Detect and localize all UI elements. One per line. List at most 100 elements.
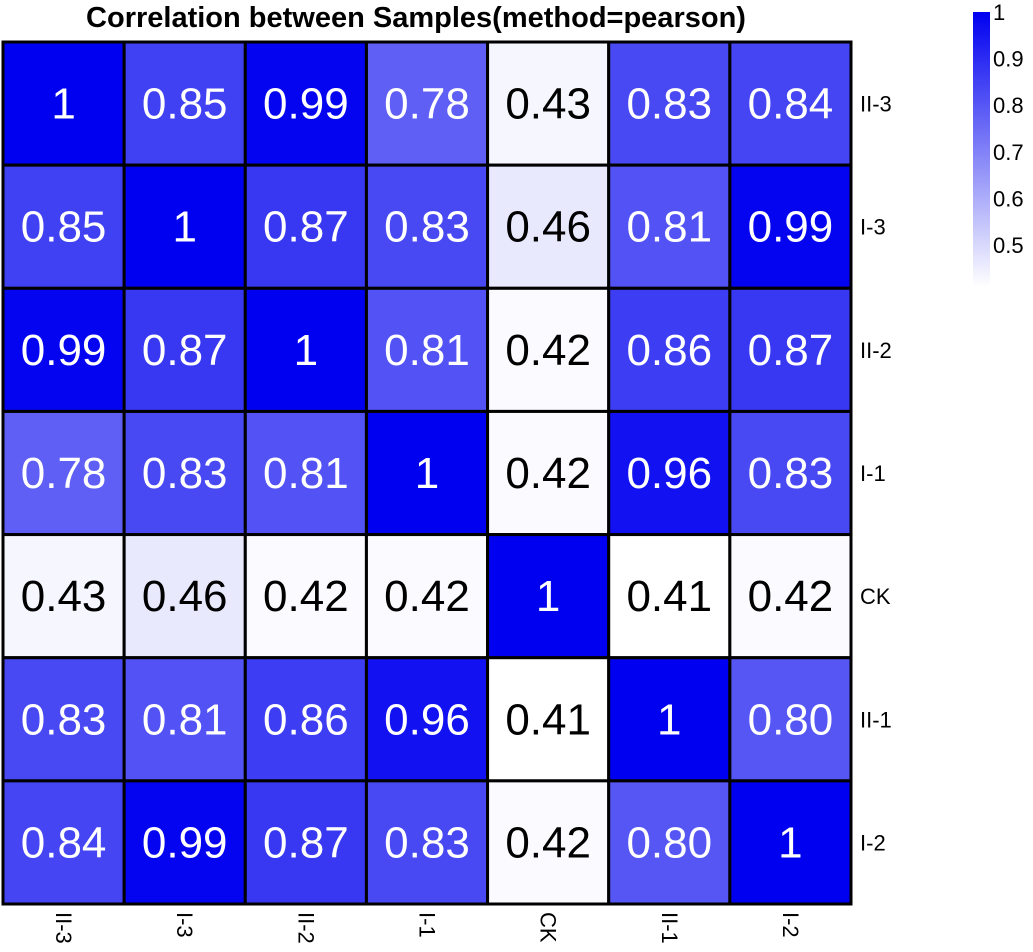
- heatmap-cell: [607, 40, 732, 167]
- colorbar-tick-label: 0.7: [993, 140, 1024, 165]
- heatmap-cell: [122, 40, 247, 167]
- colorbar-tick-label: 1: [993, 0, 1005, 25]
- cell-value-label: 0.80: [748, 695, 834, 744]
- heatmap-cell: [486, 286, 611, 413]
- column-label: I-2: [778, 912, 803, 938]
- colorbar-legend: 1 0.9 0.8 0.7 0.6 0.5: [973, 0, 1024, 287]
- cell-value-label: 0.46: [505, 203, 591, 252]
- colorbar-tick-label: 0.9: [993, 47, 1024, 72]
- cell-value-label: 0.84: [21, 818, 107, 867]
- heatmap-cell: [243, 533, 368, 660]
- column-label: I-1: [415, 912, 440, 938]
- cell-value-label: 1: [657, 695, 681, 744]
- cell-value-label: 0.41: [626, 572, 712, 621]
- column-label: II-2: [293, 912, 318, 944]
- cell-value-label: 1: [778, 818, 802, 867]
- cell-value-label: 0.42: [505, 818, 591, 867]
- cell-value-label: 1: [415, 449, 439, 498]
- cell-value-label: 0.87: [263, 203, 349, 252]
- cell-value-label: 0.83: [384, 818, 470, 867]
- cell-value-label: 0.42: [263, 572, 349, 621]
- cell-value-label: 1: [536, 572, 560, 621]
- cell-value-label: 0.99: [21, 326, 107, 375]
- cell-value-label: 0.87: [142, 326, 228, 375]
- cell-value-label: 0.83: [142, 449, 228, 498]
- cell-value-label: 0.83: [748, 449, 834, 498]
- heatmap-cell: [243, 163, 368, 290]
- row-label: CK: [860, 584, 891, 609]
- cell-value-label: 0.81: [384, 326, 470, 375]
- row-label: II-2: [860, 338, 892, 363]
- heatmap-cells: 1 0.85 0.99 0.78 0.43 0.83 0.84 0.85 1 0.87 0.83 0.…: [1, 40, 853, 906]
- row-label: I-2: [860, 830, 886, 855]
- cell-value-label: 0.42: [505, 449, 591, 498]
- cell-value-label: 0.87: [263, 818, 349, 867]
- row-labels: II-3 I-3 II-2 I-1 CK II-1 I-2: [860, 92, 892, 856]
- cell-value-label: 0.78: [384, 80, 470, 129]
- heatmap-cell: [1, 656, 126, 783]
- cell-value-label: 0.42: [748, 572, 834, 621]
- cell-value-label: 0.81: [263, 449, 349, 498]
- heatmap-cell: [1, 409, 126, 537]
- cell-value-label: 0.41: [505, 695, 591, 744]
- heatmap-cell: [728, 409, 853, 537]
- colorbar-gradient: [973, 12, 990, 287]
- cell-value-label: 0.43: [21, 572, 107, 621]
- heatmap-cell: [1, 533, 126, 660]
- heatmap-cell: [364, 779, 490, 906]
- heatmap-cell: [122, 409, 247, 537]
- heatmap-cell: [607, 409, 732, 537]
- heatmap-cell: [728, 163, 853, 290]
- cell-value-label: 0.85: [21, 203, 107, 252]
- heatmap-cell: [243, 779, 368, 906]
- cell-value-label: 0.42: [505, 326, 591, 375]
- heatmap-cell: [486, 779, 611, 906]
- row-label: I-1: [860, 461, 886, 486]
- heatmap-cell: [728, 779, 853, 906]
- colorbar-tick-label: 0.8: [993, 93, 1024, 118]
- heatmap-cell: [243, 286, 368, 413]
- cell-value-label: 0.43: [505, 80, 591, 129]
- row-label: II-1: [860, 707, 892, 732]
- heatmap-cell: [1, 40, 126, 167]
- cell-value-label: 0.81: [626, 203, 712, 252]
- heatmap-cell: [486, 163, 611, 290]
- cell-value-label: 0.99: [263, 80, 349, 129]
- cell-value-label: 0.78: [21, 449, 107, 498]
- cell-value-label: 1: [51, 80, 75, 129]
- heatmap-cell: [122, 656, 247, 783]
- colorbar-tick-label: 0.6: [993, 186, 1024, 211]
- heatmap-cell: [728, 656, 853, 783]
- colorbar-tick-label: 0.5: [993, 233, 1024, 258]
- cell-value-label: 0.85: [142, 80, 228, 129]
- cell-value-label: 0.86: [626, 326, 712, 375]
- cell-value-label: 0.96: [626, 449, 712, 498]
- heatmap-cell: [607, 779, 732, 906]
- column-labels: II-3 I-3 II-2 I-1 CK II-1 I-2: [51, 912, 803, 944]
- cell-value-label: 1: [172, 203, 196, 252]
- heatmap-cell: [607, 286, 732, 413]
- column-label: II-3: [51, 912, 76, 944]
- cell-value-label: 0.42: [384, 572, 470, 621]
- cell-value-label: 0.81: [142, 695, 228, 744]
- cell-value-label: 0.83: [21, 695, 107, 744]
- row-label: I-3: [860, 215, 886, 240]
- cell-value-label: 0.99: [748, 203, 834, 252]
- cell-value-label: 0.80: [626, 818, 712, 867]
- cell-value-label: 0.99: [142, 818, 228, 867]
- cell-value-label: 0.96: [384, 695, 470, 744]
- row-label: II-3: [860, 92, 892, 117]
- heatmap-cell: [486, 656, 611, 783]
- cell-value-label: 0.86: [263, 695, 349, 744]
- column-label: CK: [536, 912, 561, 943]
- heatmap-cell: [728, 286, 853, 413]
- column-label: I-3: [172, 912, 197, 938]
- cell-value-label: 0.83: [626, 80, 712, 129]
- chart-title: Correlation between Samples(method=pears…: [86, 2, 746, 34]
- cell-value-label: 0.87: [748, 326, 834, 375]
- heatmap-cell: [122, 286, 247, 413]
- cell-value-label: 0.46: [142, 572, 228, 621]
- heatmap-cell: [364, 286, 490, 413]
- cell-value-label: 1: [294, 326, 318, 375]
